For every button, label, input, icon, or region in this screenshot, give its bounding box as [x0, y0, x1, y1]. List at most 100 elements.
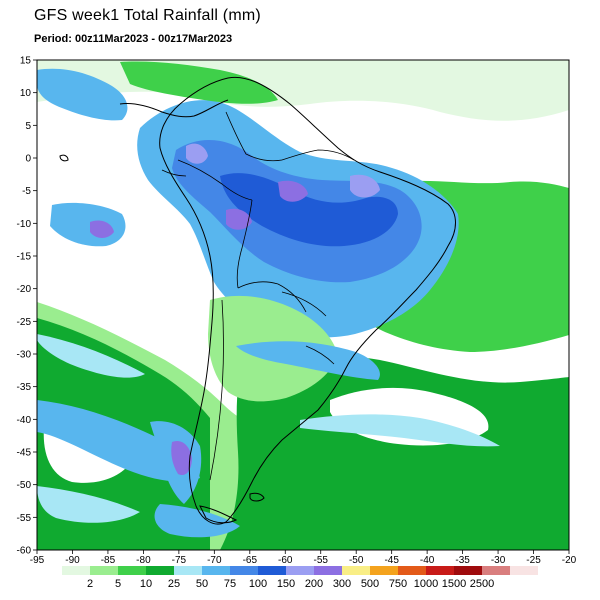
legend-threshold-label: 750 — [389, 578, 407, 590]
south-america-coastline — [159, 76, 456, 525]
amazon-purple-spot-1 — [186, 143, 208, 164]
border-guyana — [281, 149, 355, 161]
legend-swatch — [90, 566, 118, 575]
legend-swatch — [398, 566, 426, 575]
amazon-purple-spot-3 — [350, 174, 380, 198]
border-colombia-peru — [177, 159, 253, 201]
pacific-purple-spot — [90, 220, 114, 238]
rainfall-legend: 2 5 10 25 50 75 100 150 200 300 500 750 1000 1500 2500 — [62, 566, 538, 590]
lon-tick-label: -60 — [278, 555, 293, 566]
border-chile-argentina — [209, 299, 224, 481]
rainfall-shading — [37, 60, 569, 550]
legend-threshold-label: 150 — [277, 578, 295, 590]
legend-swatch — [454, 566, 482, 575]
legend-swatch — [342, 566, 370, 575]
lon-tick-label: -35 — [455, 555, 470, 566]
latitude-axis: 15 10 5 0 -5 -10 -15 -20 -25 -30 -35 -40 -45 -50 -55 -6… — [17, 56, 37, 557]
longitude-axis: -95 -90 -85 -80 -75 -70 -65 -60 -55 -50 -45 -40 -35 -… — [30, 550, 577, 566]
lat-tick-label: -35 — [17, 382, 32, 393]
southern-ocean-blue — [154, 504, 240, 538]
pacific-dry-patch — [54, 248, 193, 342]
lat-tick-label: -10 — [17, 219, 32, 230]
falklands-coastline — [249, 492, 265, 502]
atlantic-cyan-band — [300, 414, 500, 447]
legend-threshold-label: 1500 — [442, 578, 466, 590]
lat-tick-label: 5 — [25, 121, 31, 132]
lat-tick-label: -15 — [17, 252, 32, 263]
amazon-core-deep — [220, 173, 398, 247]
central-america-coastline — [119, 99, 229, 118]
lat-tick-label: -50 — [17, 480, 32, 491]
legend-swatch — [482, 566, 510, 575]
lat-tick-label: -25 — [17, 317, 32, 328]
border-uruguay — [305, 345, 335, 365]
lat-tick-label: -45 — [17, 448, 32, 459]
lat-tick-label: 15 — [20, 56, 32, 67]
lat-tick-label: -5 — [22, 186, 31, 197]
border-colombia-venezuela — [225, 111, 283, 162]
lon-tick-label: -20 — [562, 555, 577, 566]
lat-tick-label: -30 — [17, 350, 32, 361]
map-plot-area — [37, 60, 569, 550]
border-ecuador — [161, 169, 187, 177]
lon-tick-label: -75 — [172, 555, 187, 566]
lat-tick-label: -20 — [17, 284, 32, 295]
map-frame — [36, 59, 570, 551]
legend-threshold-label: 200 — [305, 578, 323, 590]
lon-tick-label: -30 — [491, 555, 506, 566]
legend-swatch — [426, 566, 454, 575]
border-paraguay — [281, 291, 327, 317]
central-america-blue — [37, 68, 128, 121]
legend-swatch — [286, 566, 314, 575]
southern-ocean-cyan — [37, 486, 140, 523]
tierra-del-fuego-coastline — [199, 505, 238, 524]
amazon-purple-spot-2 — [278, 180, 308, 202]
lon-tick-label: -25 — [526, 555, 541, 566]
legend-swatch — [370, 566, 398, 575]
legend-swatch — [230, 566, 258, 575]
legend-swatch — [146, 566, 174, 575]
lon-tick-label: -55 — [314, 555, 329, 566]
lon-tick-label: -95 — [30, 555, 45, 566]
patagonia-purple — [171, 440, 192, 476]
legend-threshold-label: 50 — [196, 578, 208, 590]
legend-swatch — [258, 566, 286, 575]
border-peru-brazil — [236, 199, 253, 289]
legend-threshold-label: 2500 — [470, 578, 494, 590]
legend-swatch — [174, 566, 202, 575]
map-title: GFS week1 Total Rainfall (mm) — [34, 7, 261, 24]
lon-tick-label: -85 — [101, 555, 116, 566]
lon-tick-label: -70 — [207, 555, 222, 566]
legend-threshold-label: 1000 — [414, 578, 438, 590]
legend-threshold-label: 100 — [249, 578, 267, 590]
pacific-blue-band — [37, 400, 200, 482]
country-borders — [161, 111, 355, 481]
border-bolivia — [237, 281, 307, 313]
legend-threshold-label: 75 — [224, 578, 236, 590]
legend-swatch — [314, 566, 342, 575]
legend-swatch — [62, 566, 90, 575]
pacific-cyan-band — [37, 334, 145, 378]
map-period: Period: 00z11Mar2023 - 00z17Mar2023 — [34, 33, 233, 45]
legend-threshold-label: 500 — [361, 578, 379, 590]
legend-threshold-label: 5 — [115, 578, 121, 590]
lat-tick-label: -60 — [17, 546, 32, 557]
lat-tick-label: 0 — [25, 154, 31, 165]
lon-tick-label: -50 — [349, 555, 364, 566]
legend-threshold-label: 25 — [168, 578, 180, 590]
galapagos-outline — [59, 154, 69, 162]
legend-threshold-label: 2 — [87, 578, 93, 590]
lon-tick-label: -40 — [420, 555, 435, 566]
atlantic-dark-green-south — [220, 356, 569, 550]
caribbean-green — [120, 61, 278, 104]
legend-threshold-label: 10 — [140, 578, 152, 590]
lat-tick-label: -40 — [17, 415, 32, 426]
lon-tick-label: -65 — [243, 555, 258, 566]
legend-swatch — [510, 566, 538, 575]
lon-tick-label: -90 — [65, 555, 80, 566]
amazon-purple-spot-4 — [226, 208, 252, 230]
atlantic-blue-band — [236, 341, 380, 380]
lat-tick-label: -55 — [17, 513, 32, 524]
lat-tick-label: 10 — [20, 88, 32, 99]
